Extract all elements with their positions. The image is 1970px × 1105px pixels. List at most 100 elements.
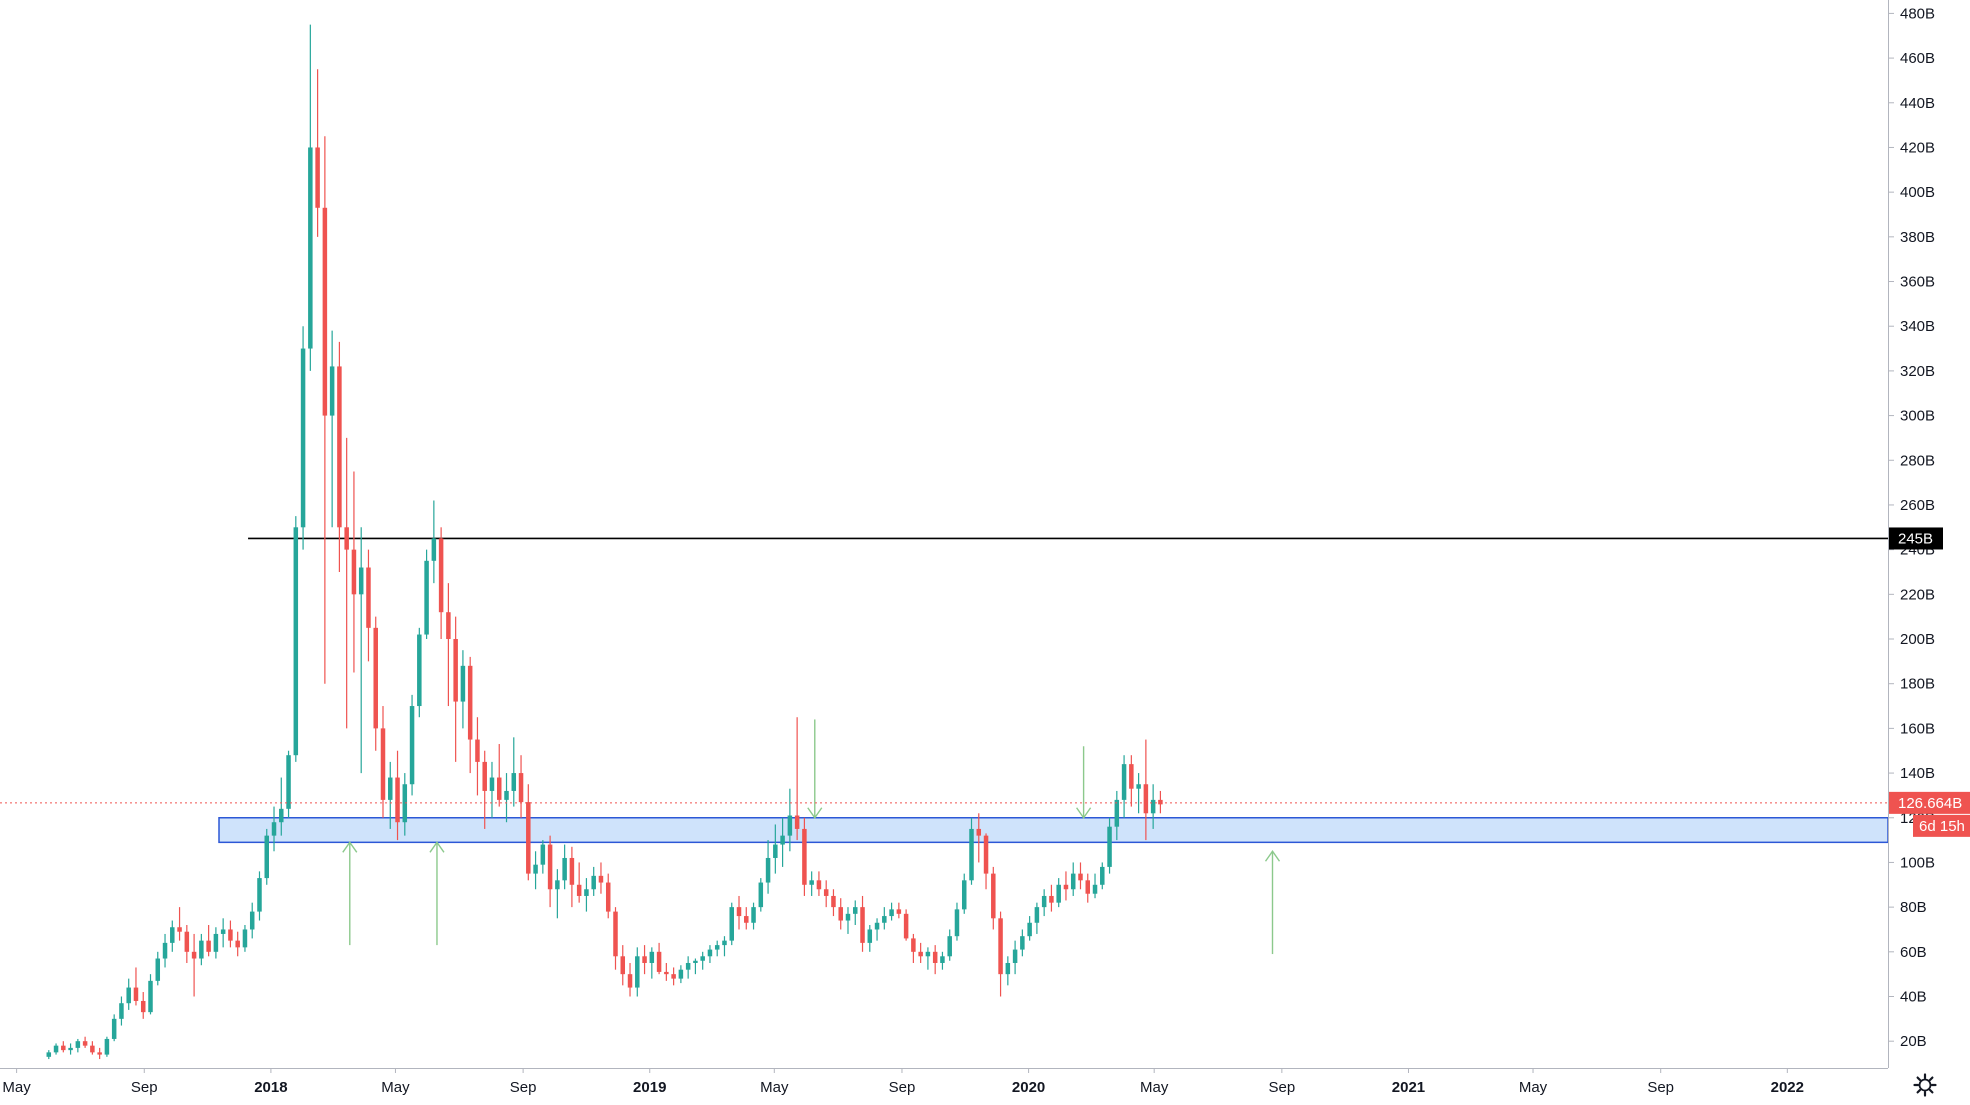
y-tick-label: 220B bbox=[1900, 586, 1935, 603]
candle-9 bbox=[111, 1014, 117, 1042]
candle-body bbox=[598, 875, 604, 883]
candle-89 bbox=[693, 958, 698, 975]
candle-113 bbox=[867, 925, 873, 952]
candle-body bbox=[90, 1045, 95, 1053]
candle-104 bbox=[802, 817, 807, 896]
candle-134 bbox=[1020, 929, 1025, 957]
candle-body bbox=[1034, 907, 1040, 923]
candle-27 bbox=[242, 925, 248, 952]
candle-body bbox=[823, 889, 829, 896]
candle-112 bbox=[860, 895, 865, 952]
candle-body bbox=[700, 956, 705, 961]
candle-144 bbox=[1092, 873, 1098, 899]
candle-body bbox=[1092, 884, 1098, 894]
candle-100 bbox=[773, 824, 778, 874]
candle-28 bbox=[249, 902, 255, 939]
candle-22 bbox=[206, 925, 211, 957]
candle-137 bbox=[1041, 889, 1047, 917]
candle-body bbox=[976, 828, 982, 836]
candle-body bbox=[969, 828, 974, 881]
candle-body bbox=[642, 956, 647, 963]
candle-body bbox=[1063, 884, 1069, 890]
candle-body bbox=[111, 1018, 117, 1039]
candle-21 bbox=[199, 933, 204, 966]
candle-139 bbox=[1056, 878, 1061, 908]
candle-body bbox=[714, 945, 720, 950]
candle-body bbox=[300, 348, 306, 528]
candle-71 bbox=[562, 844, 567, 890]
candle-body bbox=[1150, 799, 1156, 814]
candle-body bbox=[1049, 895, 1054, 903]
candle-body bbox=[605, 882, 611, 912]
candle-body bbox=[744, 916, 749, 923]
candle-body bbox=[671, 974, 676, 979]
countdown-tag: 6d 15h bbox=[1913, 814, 1970, 837]
candle-34 bbox=[293, 516, 299, 762]
candle-body bbox=[540, 844, 546, 865]
candle-24 bbox=[220, 918, 226, 948]
candle-body bbox=[75, 1041, 81, 1048]
candle-body bbox=[591, 875, 596, 890]
last-price-tag: 126.664B bbox=[1889, 791, 1970, 814]
candle-97 bbox=[751, 902, 756, 930]
y-tick-label: 80B bbox=[1900, 899, 1927, 916]
candle-140 bbox=[1063, 871, 1069, 901]
level-tag-label: 245B bbox=[1898, 530, 1933, 547]
candle-119 bbox=[911, 933, 916, 963]
candle-114 bbox=[874, 918, 880, 941]
candle-51 bbox=[417, 627, 422, 718]
x-tick-label: Sep bbox=[131, 1079, 158, 1096]
y-tick-label: 100B bbox=[1900, 854, 1935, 871]
candle-96 bbox=[744, 907, 749, 930]
candle-body bbox=[257, 878, 262, 912]
candle-body bbox=[496, 777, 502, 800]
x-tick-label: 2021 bbox=[1392, 1079, 1425, 1096]
candle-3 bbox=[68, 1043, 73, 1055]
candle-body bbox=[758, 882, 764, 908]
candle-body bbox=[133, 987, 139, 1001]
last-price-tag-bg bbox=[1889, 791, 1970, 814]
candle-body bbox=[555, 880, 560, 890]
candle-37 bbox=[315, 69, 320, 237]
candle-body bbox=[366, 567, 371, 628]
candle-75 bbox=[591, 866, 596, 896]
candle-body bbox=[635, 956, 640, 988]
candle-132 bbox=[1005, 956, 1011, 986]
candle-body bbox=[613, 911, 618, 957]
candle-92 bbox=[714, 940, 720, 957]
candle-body bbox=[206, 940, 211, 952]
x-tick-label: May bbox=[1519, 1079, 1548, 1096]
candle-body bbox=[932, 951, 938, 963]
y-tick-label: 340B bbox=[1900, 318, 1935, 335]
candle-body bbox=[279, 808, 284, 823]
gear-icon[interactable] bbox=[1912, 1072, 1938, 1098]
candle-body bbox=[773, 844, 778, 858]
x-tick-label: 2019 bbox=[633, 1079, 666, 1096]
candle-109 bbox=[838, 898, 843, 930]
candle-10 bbox=[119, 996, 124, 1026]
candle-body bbox=[802, 828, 807, 885]
time-axis[interactable]: May Sep 2018 May Sep 2019 May Sep 2020 May Sep 2021… bbox=[0, 1068, 1888, 1096]
candle-body bbox=[380, 728, 386, 800]
candle-49 bbox=[402, 773, 408, 836]
candle-body bbox=[576, 884, 582, 896]
support-zone-0 bbox=[218, 817, 1889, 844]
candle-38 bbox=[322, 136, 328, 684]
candle-body bbox=[954, 909, 960, 937]
candle-body bbox=[199, 940, 204, 959]
candle-85 bbox=[664, 962, 669, 981]
candle-body bbox=[148, 980, 153, 1013]
candle-body bbox=[693, 960, 698, 963]
candle-body bbox=[170, 927, 175, 943]
candle-65 bbox=[518, 755, 524, 818]
candle-body bbox=[1121, 764, 1127, 800]
candle-59 bbox=[475, 717, 480, 796]
candle-60 bbox=[482, 750, 487, 829]
candle-0 bbox=[46, 1050, 52, 1060]
candle-body bbox=[373, 627, 378, 729]
annotation-arrow-4 bbox=[1264, 850, 1281, 955]
candle-26 bbox=[235, 931, 240, 957]
